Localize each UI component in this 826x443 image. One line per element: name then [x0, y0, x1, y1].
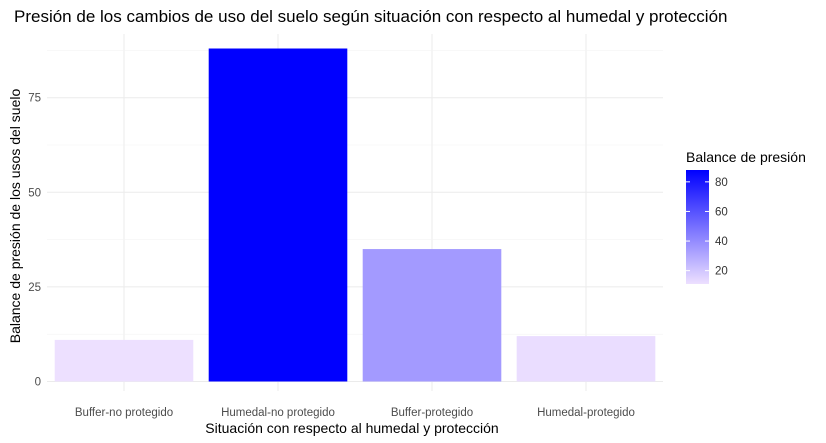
bar	[362, 249, 502, 382]
bar	[54, 339, 194, 382]
legend-tick-label: 80	[715, 177, 728, 189]
x-axis: Buffer-no protegido Humedal-no protegido B…	[75, 407, 635, 419]
legend-colorbar	[686, 170, 709, 284]
bar	[208, 48, 348, 382]
y-tick-label: 75	[28, 93, 41, 105]
legend-tick-label: 60	[715, 206, 728, 218]
legend-title: Balance de presión	[686, 149, 806, 165]
y-axis-title: Balance de presión de los usos del suelo	[7, 89, 23, 344]
x-tick-label: Buffer-protegido	[391, 407, 473, 419]
bar	[516, 336, 656, 382]
legend-tick-label: 40	[715, 236, 728, 248]
x-tick-label: Humedal-no protegido	[221, 407, 335, 419]
y-tick-label: 0	[35, 377, 41, 389]
y-tick-label: 25	[28, 282, 41, 294]
plot-panel: 0 25 50 75 Buffer-no protegido Humedal-no pr…	[28, 34, 663, 419]
legend-ticks: 20 40 60 80	[686, 177, 728, 278]
x-axis-title: Situación con respecto al humedal y prot…	[205, 420, 498, 436]
legend-tick-label: 20	[715, 266, 728, 278]
y-axis: 0 25 50 75	[28, 93, 41, 389]
chart-title: Presión de los cambios de uso del suelo …	[14, 7, 727, 26]
x-tick-label: Humedal-protegido	[537, 407, 635, 419]
y-tick-label: 50	[28, 187, 41, 199]
bars	[54, 48, 656, 382]
legend: Balance de presión 20 40 60 80	[686, 149, 806, 284]
x-tick-label: Buffer-no protegido	[75, 407, 173, 419]
